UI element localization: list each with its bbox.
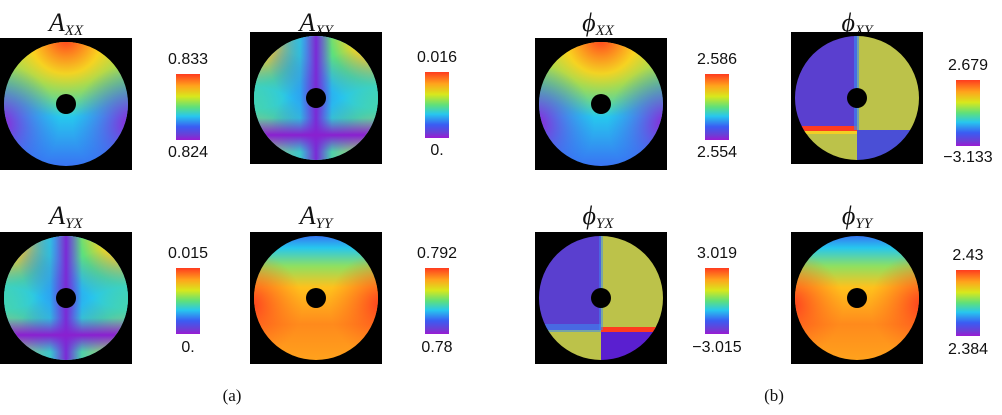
colorbar-max-label: 0.792 (416, 245, 458, 262)
colorbar-phi-xy (956, 80, 980, 146)
phase-map-xx (535, 38, 667, 170)
colorbar-min-label: 2.384 (947, 341, 989, 358)
amplitude-map-xy (250, 32, 382, 164)
colorbar-yx (176, 268, 200, 334)
amplitude-map-xx (0, 38, 132, 170)
phase-map-yy (791, 232, 923, 364)
panel-title: ϕYX (582, 201, 614, 232)
colorbar-max-label: 0.016 (416, 49, 458, 66)
colorbar-min-label: −3.015 (692, 339, 742, 356)
phase-map-yx (535, 232, 667, 364)
colorbar-xx (176, 74, 200, 140)
panel-title: AYY (299, 201, 333, 232)
colorbar-min-label: 0.824 (167, 144, 209, 161)
phase-map-xy (791, 32, 923, 164)
caption-a: (a) (222, 386, 242, 405)
colorbar-min-label: −3.133 (943, 149, 993, 166)
colorbar-min-label: 2.554 (696, 144, 738, 161)
amplitude-map-yx (0, 232, 132, 364)
colorbar-max-label: 2.586 (696, 51, 738, 68)
colorbar-max-label: 0.833 (167, 51, 209, 68)
colorbar-min-label: 0. (181, 339, 195, 356)
panel-title: ϕYY (841, 201, 873, 232)
colorbar-max-label: 3.019 (696, 245, 738, 262)
colorbar-yy (425, 268, 449, 334)
panel-title: ϕXX (582, 8, 614, 39)
amplitude-map-yy (250, 232, 382, 364)
colorbar-min-label: 0.78 (421, 339, 453, 356)
colorbar-max-label: 2.43 (952, 247, 984, 264)
colorbar-phi-xx (705, 74, 729, 140)
caption-b: (b) (764, 386, 784, 405)
panel-title: AYX (49, 201, 83, 232)
colorbar-max-label: 0.015 (167, 245, 209, 262)
colorbar-phi-yy (956, 270, 980, 336)
colorbar-min-label: 0. (430, 142, 444, 159)
panel-title: AXX (48, 8, 84, 39)
colorbar-xy (425, 72, 449, 138)
colorbar-phi-yx (705, 268, 729, 334)
colorbar-max-label: 2.679 (947, 57, 989, 74)
